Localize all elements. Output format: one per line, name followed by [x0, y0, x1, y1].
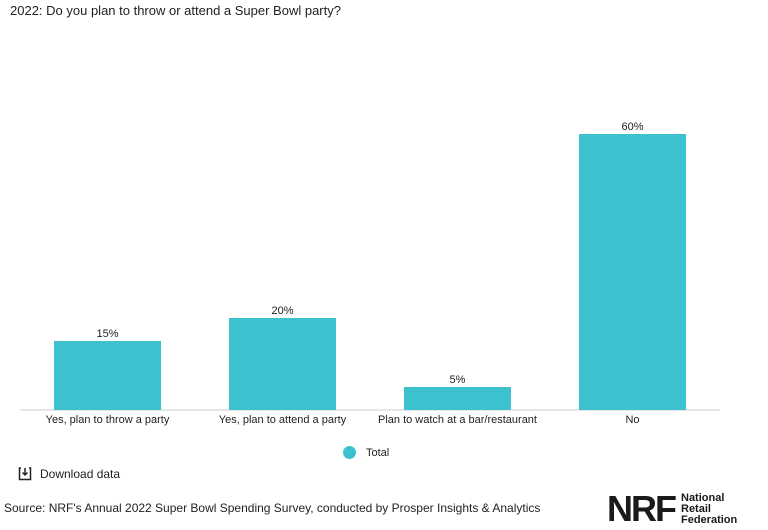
x-tick-label: Yes, plan to throw a party [46, 414, 170, 426]
legend-label-total: Total [366, 446, 390, 459]
nrf-logo-text: National Retail Federation [681, 491, 738, 526]
legend-swatch-total [343, 446, 356, 459]
bar-chart: 15% Yes, plan to throw a party 20% Yes, pla… [20, 121, 720, 426]
data-label: 60% [621, 121, 643, 133]
x-tick-label: Yes, plan to attend a party [219, 414, 347, 426]
download-icon [18, 467, 32, 481]
logo-line-national: National [681, 491, 725, 504]
bar[interactable] [229, 318, 336, 410]
nrf-logo: NRF National Retail Federation [607, 488, 738, 529]
data-label: 15% [96, 328, 118, 340]
logo-line-federation: Federation [681, 513, 738, 526]
legend[interactable]: Total [343, 446, 389, 459]
logo-line-retail: Retail [681, 502, 711, 515]
bar[interactable] [404, 387, 511, 410]
source-note: Source: NRF's Annual 2022 Super Bowl Spe… [4, 501, 541, 515]
data-label: 20% [271, 305, 293, 317]
download-data-label: Download data [40, 467, 121, 481]
data-label: 5% [450, 374, 466, 386]
bar[interactable] [579, 134, 686, 410]
chart-title: 2022: Do you plan to throw or attend a S… [10, 3, 341, 18]
x-tick-label: Plan to watch at a bar/restaurant [378, 414, 537, 426]
download-data-button[interactable]: Download data [18, 467, 120, 481]
nrf-logo-mark: NRF [607, 488, 677, 529]
x-tick-label: No [625, 414, 639, 426]
bar[interactable] [54, 341, 161, 410]
